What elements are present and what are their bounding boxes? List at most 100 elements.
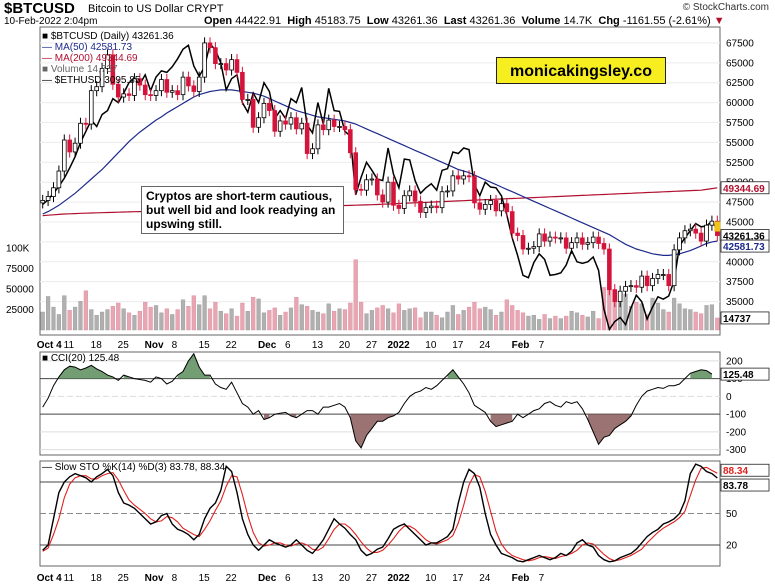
- volume-bar: [709, 304, 714, 331]
- volume-bar: [94, 315, 99, 331]
- volume-bar: [645, 314, 650, 331]
- candle-body: [142, 84, 148, 96]
- date-tick-label: 8: [172, 340, 178, 351]
- volume-bar: [547, 318, 553, 331]
- candle-body: [299, 122, 305, 130]
- volume-bar: [229, 308, 234, 331]
- candle-body: [704, 224, 709, 242]
- price-tick-label: 40000: [726, 257, 754, 268]
- volume-tick-label: 100K: [6, 244, 30, 255]
- candle-body: [682, 230, 688, 239]
- volume-bar: [634, 301, 639, 331]
- volume-bar: [186, 306, 191, 331]
- candle-body: [72, 142, 78, 153]
- volume-bar: [477, 308, 482, 331]
- candle-body: [180, 76, 186, 96]
- volume-bar: [326, 303, 331, 331]
- cci-value-label-box: [720, 367, 770, 381]
- candle-body: [245, 99, 251, 101]
- candle-body: [569, 242, 574, 249]
- volume-bar: [661, 309, 666, 331]
- legend-eth-label: $ETHUSD 3095.85: [54, 75, 141, 86]
- sto-d-value-label-box: [720, 463, 770, 477]
- volume-bar: [537, 319, 542, 331]
- volume-bar: [191, 295, 196, 331]
- volume-bar: [337, 308, 342, 331]
- ma200-value-label-box: [720, 181, 770, 195]
- candle-body: [272, 110, 278, 132]
- candle-body: [688, 228, 693, 232]
- candle-body: [607, 248, 612, 291]
- date-tick-label: 11: [64, 573, 75, 584]
- price-tick-label: 55000: [726, 138, 754, 149]
- candle-body: [661, 274, 666, 276]
- candle-body: [547, 236, 553, 242]
- volume-bar: [429, 311, 434, 331]
- volume-bar: [110, 306, 115, 331]
- price-tick-label: 62500: [726, 78, 754, 89]
- date-tick-label: 20: [339, 573, 351, 584]
- volume-bar: [299, 304, 304, 331]
- candle-body: [196, 76, 202, 92]
- candle-body: [385, 181, 391, 203]
- date-tick-label: Feb: [512, 340, 530, 351]
- chg-label: Chg: [598, 15, 620, 27]
- cci-panel: -300-200-1000100200125.48: [39, 351, 770, 456]
- candle-body: [337, 126, 342, 128]
- candle-body: [67, 139, 72, 153]
- date-tick-label: 6: [285, 573, 291, 584]
- volume-bar: [261, 312, 267, 331]
- sto-title-label: Slow STO %K(14) %D(3) 83.78, 88.34: [54, 462, 226, 473]
- volume-bar: [272, 307, 277, 331]
- sto-tick-label: 50: [726, 509, 738, 520]
- volume-bar: [391, 312, 396, 331]
- volume-bar: [472, 301, 477, 331]
- date-tick-label: 15: [199, 340, 211, 351]
- candle-body: [88, 90, 94, 125]
- volume-bar: [515, 310, 520, 331]
- volume-bar: [213, 301, 218, 331]
- cci-value-label: 125.48: [723, 370, 754, 381]
- candle-body: [423, 207, 429, 213]
- candle-body: [223, 63, 229, 71]
- candle-body: [137, 78, 143, 86]
- candle-body: [623, 286, 628, 292]
- date-tick-label: 20: [339, 340, 351, 351]
- volume-bar: [585, 316, 590, 331]
- legend-ma50-label: MA(50) 42581.73: [54, 42, 133, 53]
- volume-bar: [218, 310, 223, 331]
- candle-body: [115, 83, 121, 98]
- candle-body: [488, 200, 493, 205]
- volume-bar: [256, 298, 261, 331]
- volume-bar: [682, 308, 688, 331]
- candle-body: [439, 191, 445, 209]
- candle-body: [677, 237, 682, 251]
- volume-bar: [83, 290, 88, 331]
- candle-body: [229, 59, 234, 71]
- candle-body: [455, 175, 461, 180]
- volume-bar: [348, 302, 353, 331]
- candle-body: [466, 175, 472, 178]
- last-value: 43261.36: [469, 15, 516, 27]
- price-tick-label: 52500: [726, 158, 754, 169]
- date-tick-label: 27: [366, 573, 378, 584]
- candle-body: [542, 233, 547, 242]
- last-label: Last: [443, 15, 467, 27]
- volume-bar: [170, 314, 175, 331]
- cci-title: ■ CCI(20) 125.48: [42, 353, 120, 364]
- candle-body: [51, 187, 56, 197]
- volume-bar: [148, 306, 153, 331]
- volume-bar: [488, 309, 493, 331]
- candle-body: [105, 54, 110, 69]
- candle-body: [213, 47, 218, 65]
- candle-body: [526, 247, 531, 250]
- candle-body: [132, 78, 137, 96]
- volume-bar: [251, 297, 256, 331]
- date-tick-label: 18: [91, 573, 103, 584]
- volume-bar: [574, 312, 580, 331]
- volume-bar: [650, 297, 655, 331]
- price-tick-label: 37500: [726, 277, 754, 288]
- candle-body: [574, 237, 580, 244]
- candle-body: [493, 200, 499, 212]
- volume-bar: [126, 312, 132, 331]
